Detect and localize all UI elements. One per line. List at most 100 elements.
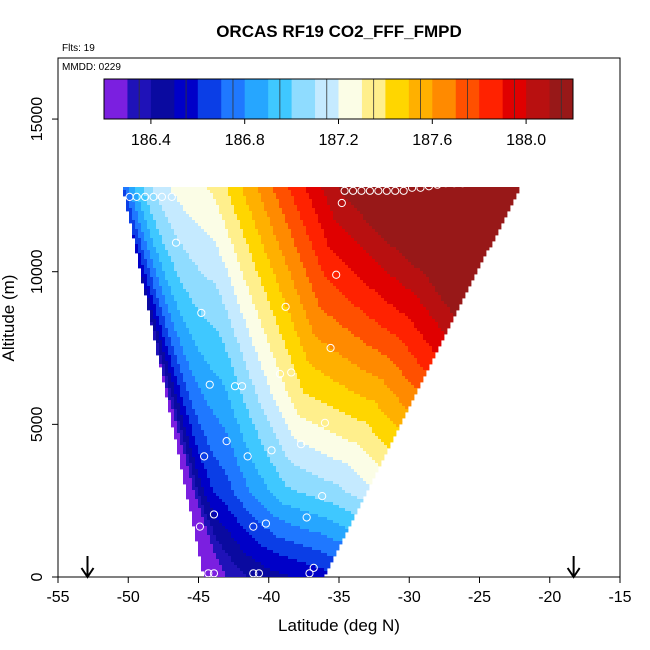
field-cell: [150, 310, 154, 314]
field-cell: [219, 244, 223, 248]
field-cell: [186, 229, 190, 233]
field-cell: [264, 280, 268, 284]
field-cell: [270, 247, 274, 251]
field-cell: [429, 244, 433, 248]
field-cell: [192, 232, 196, 236]
field-cell: [354, 280, 358, 284]
field-cell: [315, 298, 319, 302]
field-cell: [441, 253, 445, 257]
field-cell: [249, 268, 253, 272]
field-cell: [198, 238, 202, 242]
field-cell: [444, 268, 448, 272]
field-cell: [396, 292, 400, 296]
field-cell: [312, 238, 316, 242]
field-cell: [132, 187, 136, 191]
field-cell: [141, 235, 145, 239]
field-cell: [228, 271, 232, 275]
field-cell: [279, 238, 283, 242]
field-cell: [210, 208, 214, 212]
field-cell: [252, 199, 256, 203]
field-cell: [387, 211, 391, 215]
field-cell: [270, 289, 274, 293]
field-cell: [375, 247, 379, 251]
field-cell: [261, 187, 265, 191]
field-cell: [306, 211, 310, 215]
field-cell: [237, 307, 241, 311]
field-cell: [279, 205, 283, 209]
field-cell: [207, 211, 211, 215]
field-cell: [183, 187, 187, 191]
field-cell: [219, 304, 223, 308]
field-cell: [309, 235, 313, 239]
field-cell: [411, 232, 415, 236]
field-cell: [282, 223, 286, 227]
field-cell: [204, 220, 208, 224]
field-cell: [456, 190, 460, 194]
field-cell: [471, 193, 475, 197]
field-cell: [165, 247, 169, 251]
field-cell: [264, 274, 268, 278]
field-cell: [156, 277, 160, 281]
field-cell: [315, 214, 319, 218]
field-cell: [477, 259, 481, 263]
field-cell: [318, 280, 322, 284]
field-cell: [447, 271, 451, 275]
field-cell: [369, 262, 373, 266]
field-cell: [417, 199, 421, 203]
field-cell: [171, 217, 175, 221]
field-cell: [285, 256, 289, 260]
field-cell: [414, 241, 418, 245]
field-cell: [318, 271, 322, 275]
field-cell: [366, 235, 370, 239]
field-cell: [288, 199, 292, 203]
field-cell: [381, 304, 385, 308]
field-cell: [429, 223, 433, 227]
field-cell: [396, 274, 400, 278]
field-cell: [273, 307, 277, 311]
field-cell: [330, 199, 334, 203]
field-cell: [309, 217, 313, 221]
field-cell: [312, 280, 316, 284]
field-cell: [276, 226, 280, 230]
field-cell: [393, 208, 397, 212]
field-cell: [477, 226, 481, 230]
field-cell: [480, 208, 484, 212]
field-cell: [180, 217, 184, 221]
field-cell: [162, 238, 166, 242]
field-cell: [318, 250, 322, 254]
field-cell: [465, 211, 469, 215]
field-cell: [225, 187, 229, 191]
field-cell: [294, 256, 298, 260]
field-cell: [462, 235, 466, 239]
field-cell: [285, 283, 289, 287]
field-cell: [312, 196, 316, 200]
field-cell: [315, 250, 319, 254]
field-cell: [447, 307, 451, 311]
field-cell: [168, 226, 172, 230]
field-cell: [336, 205, 340, 209]
field-cell: [285, 235, 289, 239]
field-cell: [366, 292, 370, 296]
field-cell: [297, 250, 301, 254]
field-cell: [435, 217, 439, 221]
field-cell: [456, 259, 460, 263]
field-cell: [273, 238, 277, 242]
field-cell: [150, 301, 154, 305]
field-cell: [438, 307, 442, 311]
field-cell: [294, 196, 298, 200]
field-cell: [408, 244, 412, 248]
field-cell: [360, 214, 364, 218]
field-cell: [321, 271, 325, 275]
field-cell: [318, 223, 322, 227]
field-cell: [375, 211, 379, 215]
field-cell: [327, 205, 331, 209]
field-cell: [432, 307, 436, 311]
field-cell: [480, 211, 484, 215]
field-cell: [147, 256, 151, 260]
field-cell: [396, 310, 400, 314]
field-cell: [465, 268, 469, 272]
field-cell: [195, 244, 199, 248]
field-cell: [363, 196, 367, 200]
field-cell: [357, 223, 361, 227]
field-cell: [144, 226, 148, 230]
